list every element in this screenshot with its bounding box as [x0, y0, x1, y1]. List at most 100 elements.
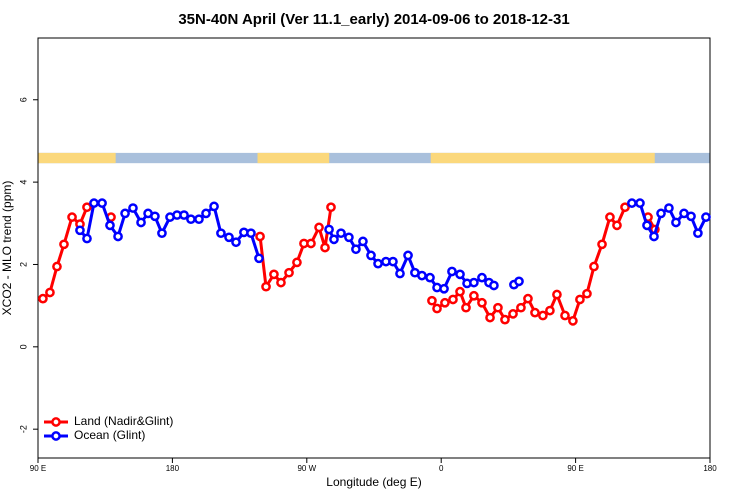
point	[59, 239, 69, 250]
point	[45, 287, 55, 298]
point	[261, 281, 271, 292]
point	[105, 220, 115, 231]
point	[326, 202, 336, 213]
point	[427, 295, 437, 306]
point	[538, 310, 548, 321]
point	[485, 312, 495, 323]
plot-frame	[37, 37, 711, 459]
point	[157, 228, 167, 239]
y-tick-label: 0	[18, 344, 28, 349]
point	[358, 236, 368, 247]
point	[455, 269, 465, 280]
point	[113, 231, 123, 242]
x-tick-label: 90 W	[297, 464, 316, 473]
point	[388, 256, 398, 267]
point	[605, 212, 615, 222]
point	[284, 267, 294, 278]
point	[508, 309, 518, 319]
x-tick-label: 180	[166, 464, 180, 473]
ocean-band	[38, 152, 710, 164]
point	[656, 208, 666, 219]
series-line	[41, 206, 657, 323]
point	[82, 202, 92, 213]
point	[686, 211, 696, 222]
point	[150, 211, 160, 222]
point	[344, 232, 354, 243]
point	[67, 212, 77, 222]
point	[545, 305, 555, 316]
point	[500, 314, 510, 325]
point	[425, 272, 435, 283]
point	[627, 198, 637, 208]
chart-title: 35N-40N April (Ver 11.1_early) 2014-09-0…	[178, 11, 569, 28]
point	[329, 234, 339, 245]
y-tick-label: -2	[18, 425, 28, 433]
y-axis-label: XCO2 - MLO trend (ppm)	[0, 181, 14, 316]
point	[693, 228, 703, 239]
point	[97, 198, 107, 208]
y-tick-label: 2	[18, 262, 28, 267]
point	[336, 228, 346, 239]
point	[516, 302, 526, 313]
point	[612, 220, 622, 231]
point	[246, 228, 256, 239]
point	[395, 268, 405, 279]
point	[560, 310, 570, 321]
point	[52, 261, 62, 272]
point	[469, 277, 479, 288]
point	[582, 288, 592, 299]
point	[269, 269, 279, 280]
point	[216, 228, 226, 239]
point	[254, 253, 264, 264]
point	[38, 293, 48, 304]
point	[469, 290, 479, 301]
point	[589, 261, 599, 272]
point	[523, 293, 533, 304]
land-band	[430, 152, 655, 164]
point	[292, 257, 302, 268]
point	[403, 250, 413, 261]
point	[320, 242, 330, 253]
point	[179, 210, 189, 220]
x-tick-label: 0	[439, 464, 444, 473]
legend-label: Ocean (Glint)	[74, 428, 145, 442]
point	[224, 232, 234, 243]
point	[440, 297, 450, 308]
y-tick-label: 4	[18, 180, 28, 185]
point	[597, 239, 607, 250]
point	[231, 237, 241, 248]
x-axis-label: Longitude (deg E)	[326, 475, 421, 489]
point	[128, 203, 138, 213]
point	[568, 316, 578, 326]
point	[642, 220, 652, 231]
point	[439, 283, 449, 294]
point	[448, 294, 458, 305]
y-tick-label: 6	[18, 97, 28, 102]
point	[447, 266, 457, 277]
point	[89, 198, 99, 208]
point	[306, 238, 316, 249]
point	[432, 303, 442, 314]
point	[366, 250, 376, 261]
point	[194, 214, 204, 225]
point	[552, 289, 562, 300]
land-band	[38, 152, 116, 164]
point	[477, 272, 487, 283]
point	[455, 286, 465, 297]
x-tick-label: 90 E	[567, 464, 583, 473]
point	[209, 201, 219, 212]
point	[373, 258, 383, 269]
point	[351, 244, 361, 255]
x-tick-label: 90 E	[30, 464, 46, 473]
point	[255, 231, 265, 242]
land-band	[257, 152, 330, 164]
point	[201, 208, 211, 219]
point	[314, 222, 324, 233]
legend-label: Land (Nadir&Glint)	[74, 414, 173, 428]
point	[620, 202, 630, 213]
point	[635, 198, 645, 208]
point	[493, 302, 503, 313]
point	[136, 217, 146, 228]
point	[186, 214, 196, 225]
